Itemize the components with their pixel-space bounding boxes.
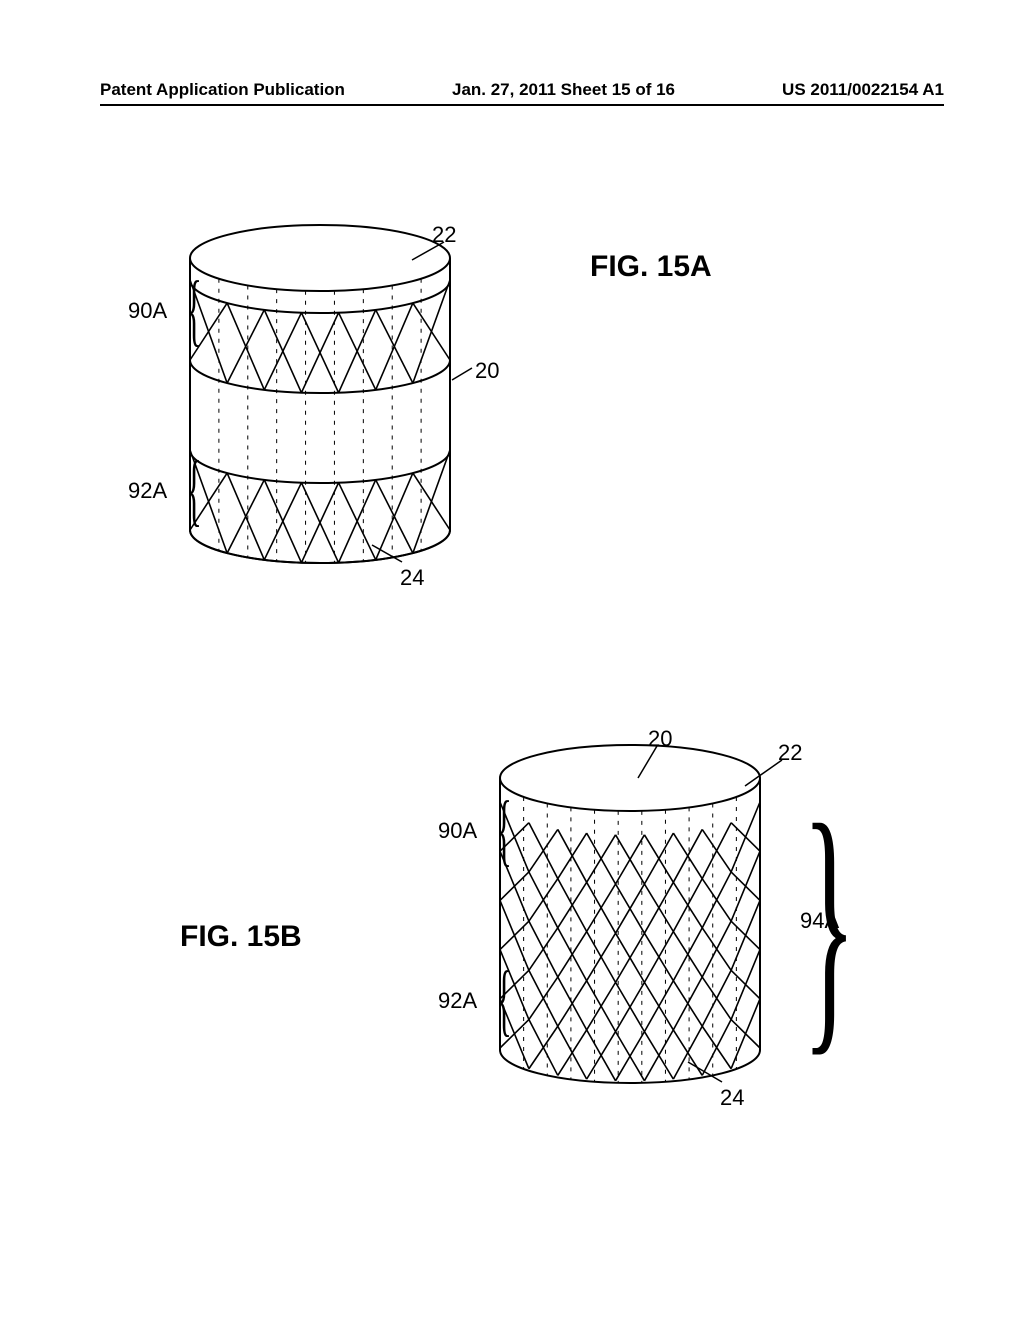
brace-92a-b: { xyxy=(497,960,512,1040)
brace-90a-b: { xyxy=(497,790,512,870)
ref-90a-a: 90A xyxy=(128,298,167,324)
ref-92a-b: 92A xyxy=(438,988,477,1014)
patent-drawing xyxy=(0,0,1024,1320)
ref-90a-b: 90A xyxy=(438,818,477,844)
brace-90a-a: { xyxy=(187,270,202,350)
ref-22-b: 22 xyxy=(778,740,802,766)
ref-20-a: 20 xyxy=(475,358,499,384)
ref-20-b: 20 xyxy=(648,726,672,752)
brace-94a-b: { xyxy=(802,790,856,1056)
brace-92a-a: { xyxy=(187,450,202,530)
ref-22-a: 22 xyxy=(432,222,456,248)
ref-24-a: 24 xyxy=(400,565,424,591)
ref-24-b: 24 xyxy=(720,1085,744,1111)
ref-92a-a: 92A xyxy=(128,478,167,504)
